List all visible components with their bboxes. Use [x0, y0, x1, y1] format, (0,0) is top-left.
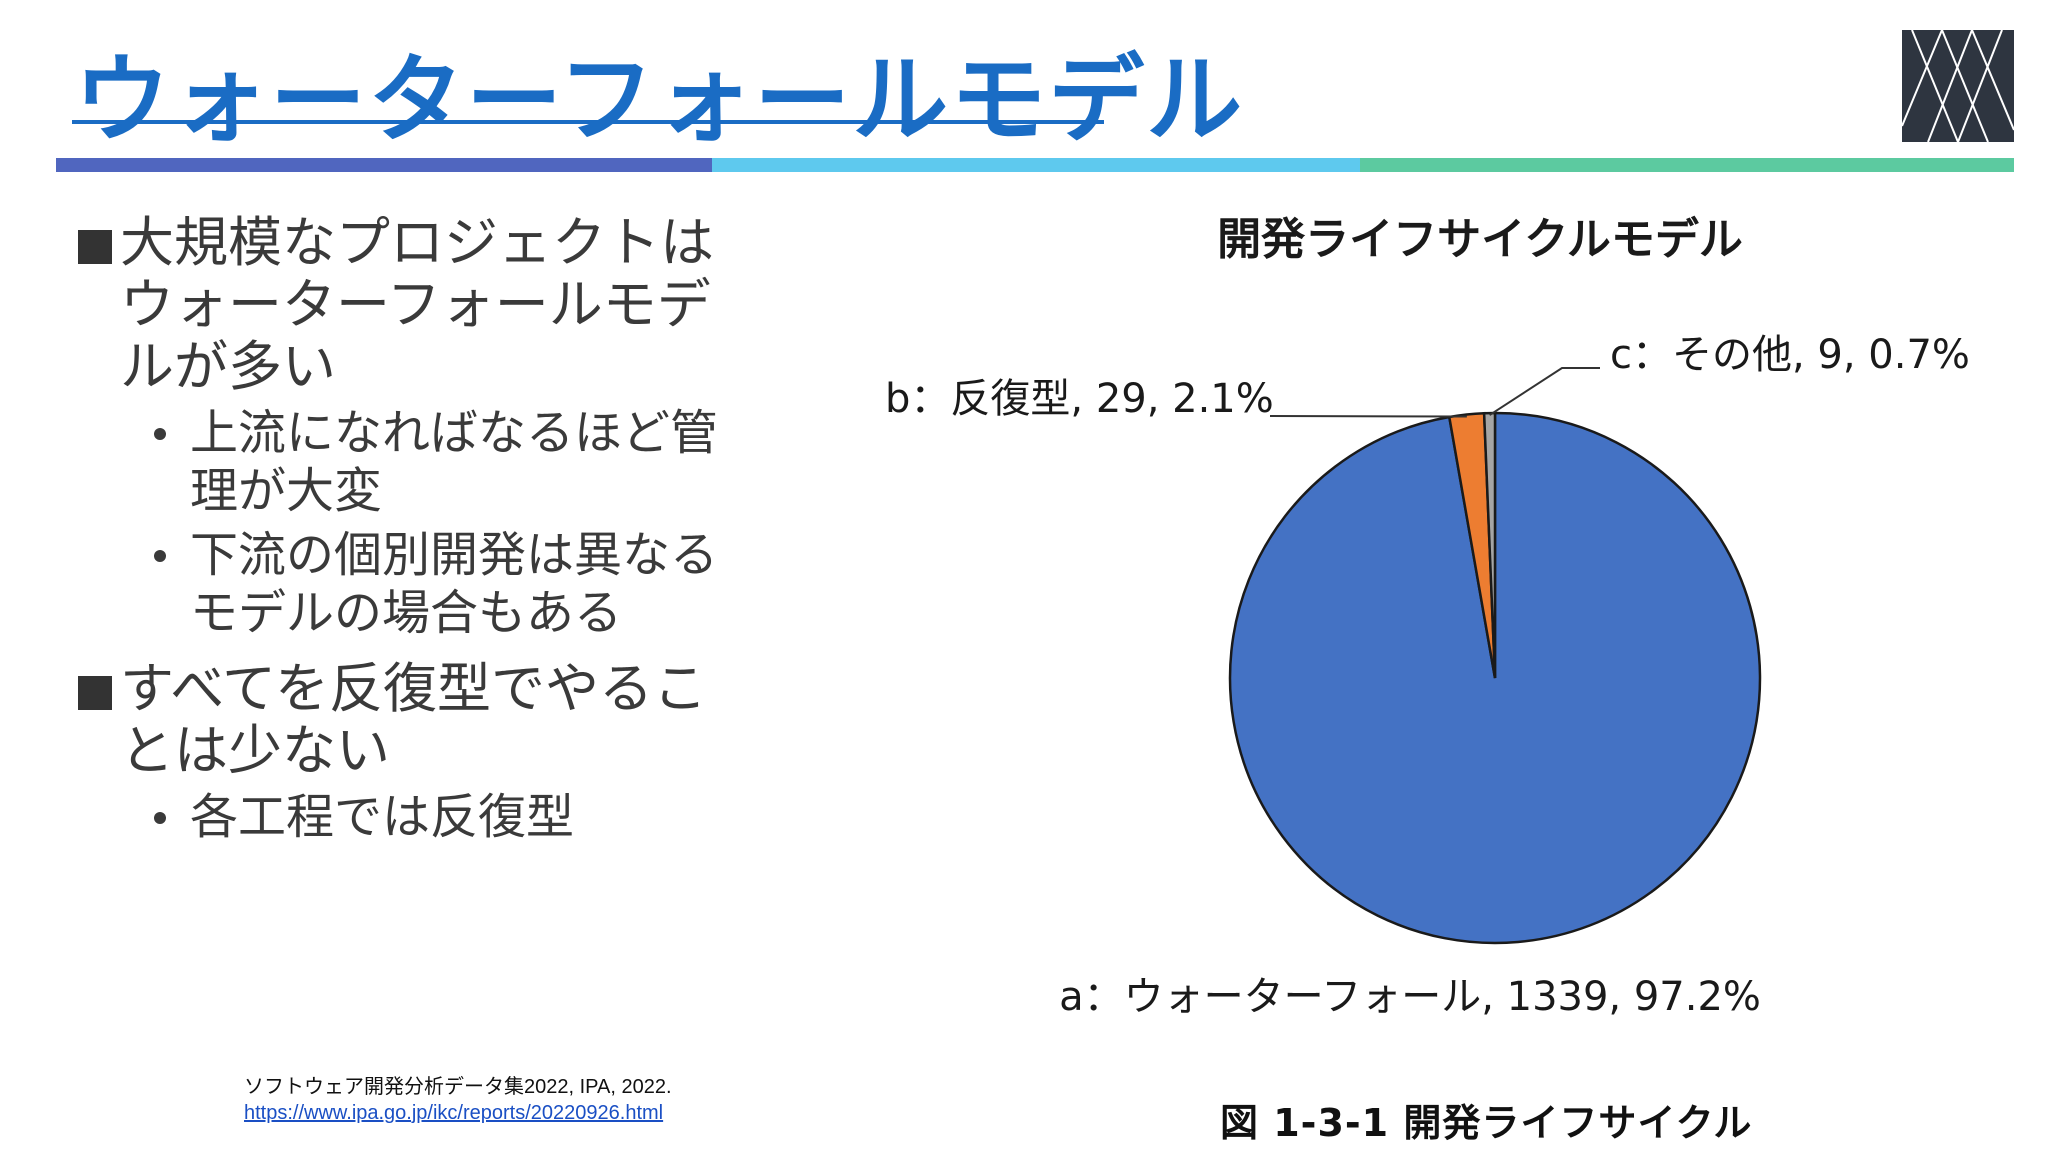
- sub-bullet-item: 下流の個別開発は異なる モデルの場合もある: [74, 526, 814, 642]
- square-bullet-icon: [78, 676, 112, 710]
- bullet-line: 下流の個別開発は異なる: [190, 527, 719, 583]
- bullet-line: モデルの場合もある: [190, 585, 623, 641]
- accent-band-1: [56, 158, 712, 172]
- source-note: ソフトウェア開発分析データ集2022, IPA, 2022. https://w…: [244, 1074, 672, 1126]
- bullet-line: 大規模なプロジェクトは: [120, 211, 714, 274]
- bullet-line: ウォーターフォールモデ: [120, 273, 711, 336]
- dot-bullet-icon: [154, 550, 166, 562]
- square-bullet-icon: [78, 230, 112, 264]
- dot-bullet-icon: [154, 428, 166, 440]
- pie-slice-c: [1482, 411, 1497, 679]
- slide-title: ウォーターフォールモデル: [74, 44, 1245, 156]
- sub-bullet-item: 上流になればなるほど管 理が大変: [74, 404, 814, 520]
- bullet-line: とは少ない: [120, 719, 390, 782]
- leader-line-b: [1269, 415, 1467, 418]
- bullet-item: 大規模なプロジェクトは ウォーターフォールモデ ルが多い: [74, 212, 814, 398]
- bullet-line: ルが多い: [120, 335, 336, 398]
- sub-bullet-item: 各工程では反復型: [74, 788, 814, 846]
- chart-title: 開発ライフサイクルモデル: [1217, 214, 1743, 265]
- bullet-line: すべてを反復型でやるこ: [120, 657, 707, 720]
- slice-label-b: b：反復型, 29, 2.1%: [885, 376, 1274, 422]
- slice-label-a: a：ウォーターフォール, 1339, 97.2%: [1059, 974, 1761, 1020]
- logo: [1902, 30, 2014, 142]
- source-citation: ソフトウェア開発分析データ集2022, IPA, 2022.: [244, 1076, 672, 1098]
- source-link[interactable]: https://www.ipa.go.jp/ikc/reports/202209…: [244, 1102, 664, 1124]
- bullet-item: すべてを反復型でやるこ とは少ない: [74, 658, 814, 782]
- title-underline: [72, 120, 1104, 124]
- accent-band-3: [1360, 158, 2014, 172]
- bullet-line: 上流になればなるほど管: [190, 405, 719, 461]
- slice-label-c: c：その他, 9, 0.7%: [1610, 332, 1970, 378]
- dot-bullet-icon: [154, 812, 166, 824]
- leader-line-c: [1489, 367, 1600, 416]
- bullet-list: 大規模なプロジェクトは ウォーターフォールモデ ルが多い 上流になればなるほど管…: [74, 212, 814, 852]
- pie-chart: 開発ライフサイクルモデル a：ウォーターフォール, 1339, 97.2% b：反…: [885, 214, 1970, 1020]
- accent-band-2: [712, 158, 1360, 172]
- figure-caption: 図 1-3-1 開発ライフサイクル: [1220, 1101, 1753, 1145]
- bullet-line: 各工程では反復型: [190, 789, 575, 845]
- bullet-line: 理が大変: [190, 463, 383, 519]
